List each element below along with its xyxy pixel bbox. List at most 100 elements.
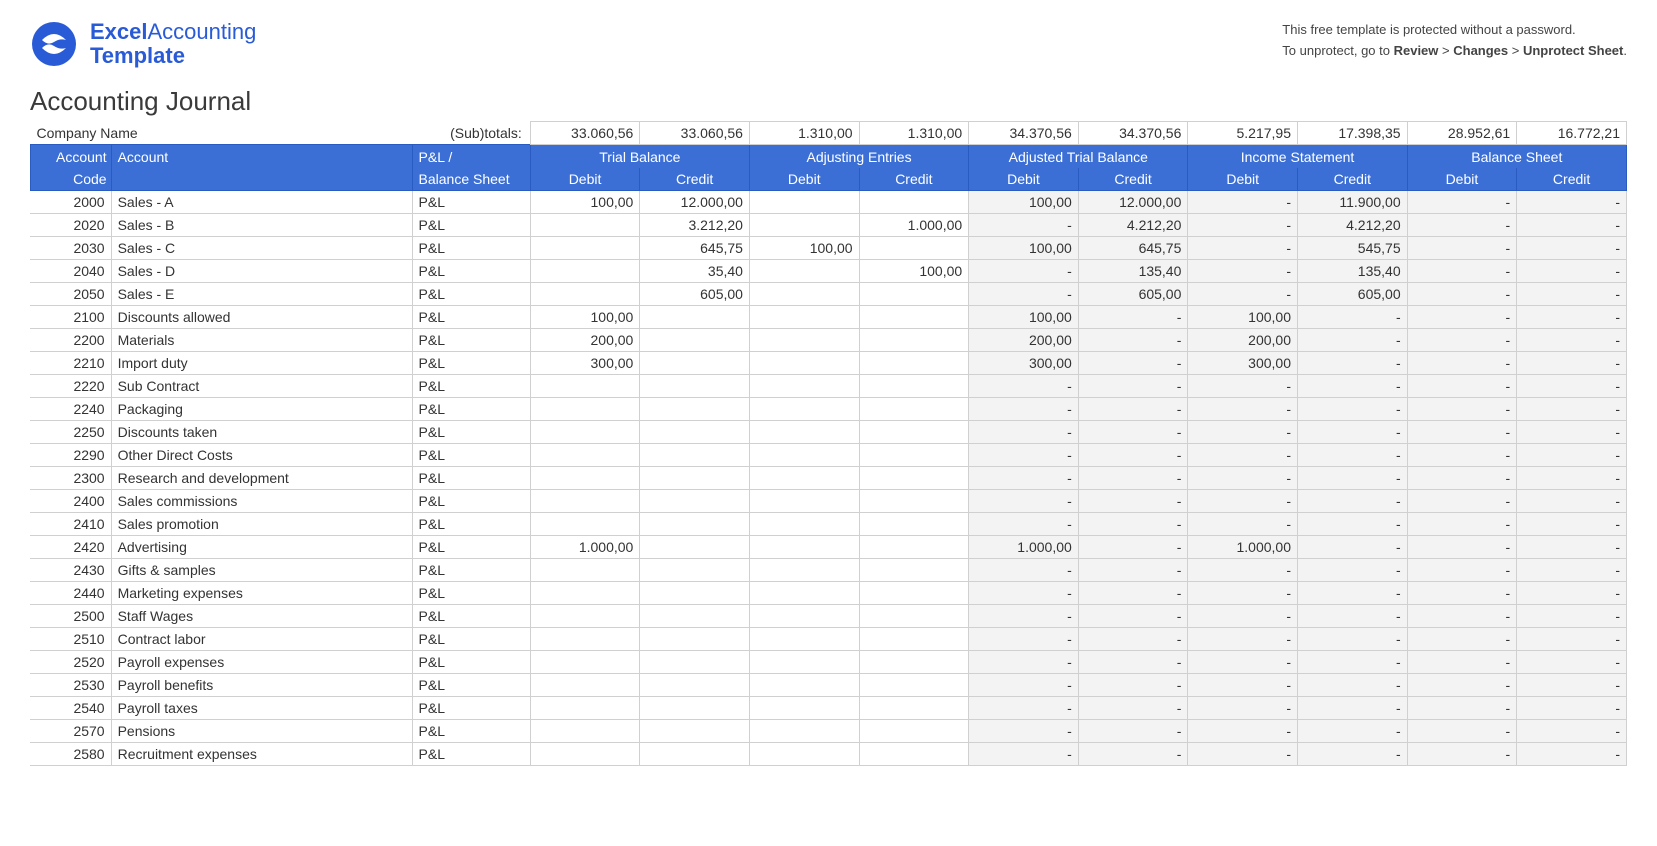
tb-c-cell[interactable] (640, 467, 750, 490)
ae-c-cell[interactable] (859, 697, 969, 720)
account-name-cell[interactable]: Sales - C (111, 237, 412, 260)
account-type-cell[interactable]: P&L (412, 283, 530, 306)
account-code-cell[interactable]: 2500 (31, 605, 112, 628)
account-code-cell[interactable]: 2300 (31, 467, 112, 490)
tb-d-cell[interactable] (530, 237, 640, 260)
account-type-cell[interactable]: P&L (412, 743, 530, 766)
account-name-cell[interactable]: Sales - B (111, 214, 412, 237)
ae-c-cell[interactable] (859, 467, 969, 490)
account-type-cell[interactable]: P&L (412, 536, 530, 559)
account-type-cell[interactable]: P&L (412, 720, 530, 743)
account-type-cell[interactable]: P&L (412, 559, 530, 582)
tb-d-cell[interactable] (530, 260, 640, 283)
ae-d-cell[interactable] (749, 651, 859, 674)
tb-c-cell[interactable] (640, 720, 750, 743)
ae-c-cell[interactable] (859, 720, 969, 743)
account-type-cell[interactable]: P&L (412, 490, 530, 513)
tb-d-cell[interactable] (530, 214, 640, 237)
ae-d-cell[interactable] (749, 352, 859, 375)
ae-c-cell[interactable] (859, 559, 969, 582)
ae-d-cell[interactable] (749, 605, 859, 628)
account-type-cell[interactable]: P&L (412, 260, 530, 283)
tb-c-cell[interactable] (640, 582, 750, 605)
account-type-cell[interactable]: P&L (412, 674, 530, 697)
tb-d-cell[interactable] (530, 421, 640, 444)
ae-c-cell[interactable]: 1.000,00 (859, 214, 969, 237)
account-code-cell[interactable]: 2430 (31, 559, 112, 582)
account-type-cell[interactable]: P&L (412, 352, 530, 375)
tb-c-cell[interactable] (640, 674, 750, 697)
tb-c-cell[interactable] (640, 513, 750, 536)
account-type-cell[interactable]: P&L (412, 191, 530, 214)
account-code-cell[interactable]: 2030 (31, 237, 112, 260)
ae-c-cell[interactable] (859, 743, 969, 766)
tb-c-cell[interactable] (640, 651, 750, 674)
account-name-cell[interactable]: Payroll benefits (111, 674, 412, 697)
account-name-cell[interactable]: Payroll taxes (111, 697, 412, 720)
tb-d-cell[interactable] (530, 674, 640, 697)
ae-d-cell[interactable] (749, 697, 859, 720)
tb-d-cell[interactable]: 300,00 (530, 352, 640, 375)
ae-c-cell[interactable] (859, 582, 969, 605)
ae-c-cell[interactable] (859, 651, 969, 674)
tb-c-cell[interactable] (640, 375, 750, 398)
account-code-cell[interactable]: 2040 (31, 260, 112, 283)
account-code-cell[interactable]: 2290 (31, 444, 112, 467)
ae-c-cell[interactable] (859, 444, 969, 467)
tb-d-cell[interactable] (530, 490, 640, 513)
account-code-cell[interactable]: 2410 (31, 513, 112, 536)
tb-c-cell[interactable] (640, 329, 750, 352)
account-name-cell[interactable]: Discounts allowed (111, 306, 412, 329)
account-code-cell[interactable]: 2250 (31, 421, 112, 444)
ae-d-cell[interactable]: 100,00 (749, 237, 859, 260)
ae-c-cell[interactable] (859, 191, 969, 214)
company-name-cell[interactable]: Company Name (31, 122, 413, 145)
ae-c-cell[interactable] (859, 398, 969, 421)
account-name-cell[interactable]: Import duty (111, 352, 412, 375)
ae-d-cell[interactable] (749, 283, 859, 306)
ae-c-cell[interactable] (859, 674, 969, 697)
ae-d-cell[interactable] (749, 513, 859, 536)
tb-c-cell[interactable] (640, 306, 750, 329)
ae-c-cell[interactable] (859, 605, 969, 628)
account-code-cell[interactable]: 2520 (31, 651, 112, 674)
account-name-cell[interactable]: Discounts taken (111, 421, 412, 444)
account-code-cell[interactable]: 2400 (31, 490, 112, 513)
account-code-cell[interactable]: 2020 (31, 214, 112, 237)
ae-c-cell[interactable]: 100,00 (859, 260, 969, 283)
account-code-cell[interactable]: 2210 (31, 352, 112, 375)
ae-c-cell[interactable] (859, 513, 969, 536)
tb-d-cell[interactable] (530, 559, 640, 582)
tb-c-cell[interactable] (640, 559, 750, 582)
tb-c-cell[interactable] (640, 352, 750, 375)
account-name-cell[interactable]: Gifts & samples (111, 559, 412, 582)
tb-d-cell[interactable] (530, 628, 640, 651)
account-name-cell[interactable]: Payroll expenses (111, 651, 412, 674)
ae-c-cell[interactable] (859, 283, 969, 306)
account-type-cell[interactable]: P&L (412, 444, 530, 467)
account-name-cell[interactable]: Other Direct Costs (111, 444, 412, 467)
ae-d-cell[interactable] (749, 444, 859, 467)
tb-c-cell[interactable]: 645,75 (640, 237, 750, 260)
tb-d-cell[interactable]: 100,00 (530, 191, 640, 214)
tb-d-cell[interactable] (530, 375, 640, 398)
account-code-cell[interactable]: 2580 (31, 743, 112, 766)
account-code-cell[interactable]: 2000 (31, 191, 112, 214)
account-code-cell[interactable]: 2540 (31, 697, 112, 720)
tb-d-cell[interactable] (530, 720, 640, 743)
ae-d-cell[interactable] (749, 191, 859, 214)
account-type-cell[interactable]: P&L (412, 582, 530, 605)
ae-d-cell[interactable] (749, 720, 859, 743)
ae-d-cell[interactable] (749, 329, 859, 352)
account-type-cell[interactable]: P&L (412, 214, 530, 237)
tb-c-cell[interactable] (640, 444, 750, 467)
account-type-cell[interactable]: P&L (412, 237, 530, 260)
account-name-cell[interactable]: Sub Contract (111, 375, 412, 398)
tb-c-cell[interactable] (640, 628, 750, 651)
tb-c-cell[interactable] (640, 743, 750, 766)
tb-d-cell[interactable] (530, 651, 640, 674)
ae-c-cell[interactable] (859, 329, 969, 352)
account-code-cell[interactable]: 2440 (31, 582, 112, 605)
tb-d-cell[interactable] (530, 513, 640, 536)
account-code-cell[interactable]: 2220 (31, 375, 112, 398)
